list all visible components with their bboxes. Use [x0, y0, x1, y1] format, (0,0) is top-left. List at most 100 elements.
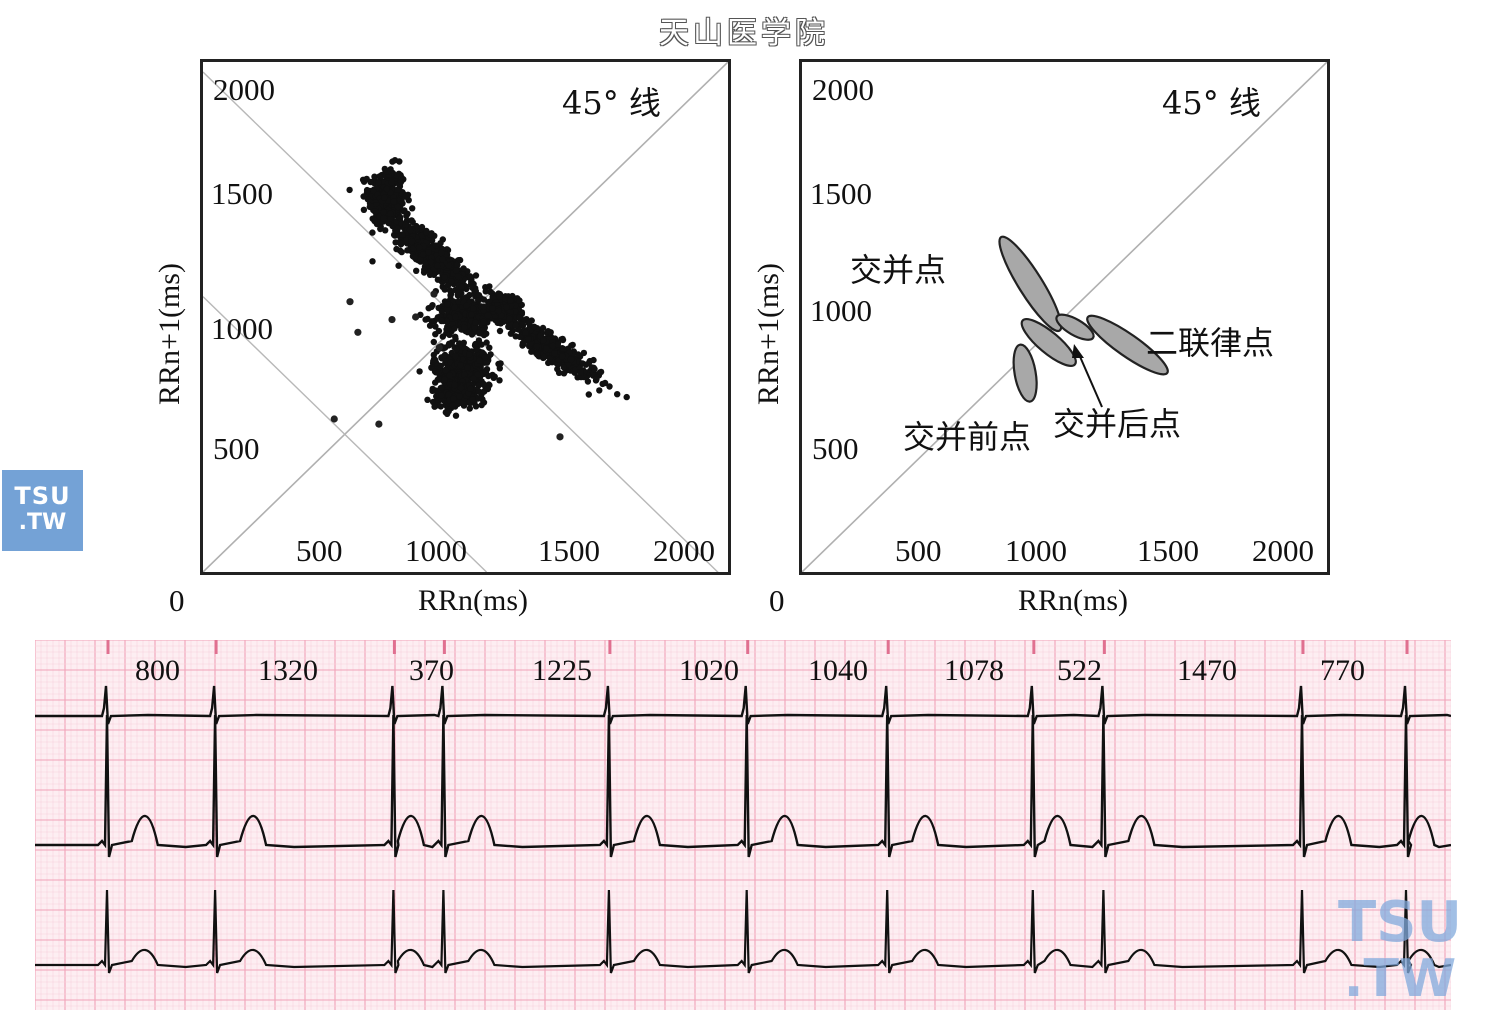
scatter-point: [388, 315, 396, 324]
scatter-point: [441, 376, 448, 384]
scatter-point: [434, 276, 442, 283]
scatter-point: [481, 354, 489, 361]
scatter-point: [371, 173, 378, 180]
scatter-point: [442, 367, 449, 374]
scatter-point: [430, 290, 438, 298]
y-tick: 2000: [213, 72, 275, 107]
scatter-point: [445, 262, 453, 269]
scatter-point: [458, 283, 465, 290]
scatter-point: [507, 297, 514, 304]
scatter-point: [475, 292, 483, 299]
rr-interval-label: 1020: [679, 654, 739, 687]
scatter-point: [525, 319, 532, 326]
scatter-point: [411, 254, 419, 261]
scatter-point: [555, 369, 563, 376]
scatter-point: [478, 341, 485, 348]
scatter-point: [383, 167, 390, 175]
scatter-point: [516, 333, 524, 340]
scatter-point: [512, 322, 520, 329]
scatter-point: [496, 377, 503, 384]
scatter-point: [601, 379, 609, 387]
scatter-point: [516, 297, 523, 304]
scatter-point: [506, 315, 513, 323]
scatter-point: [452, 333, 459, 340]
scatter-point: [446, 372, 453, 379]
scatter-point: [531, 323, 538, 330]
scatter-point: [516, 314, 523, 321]
scatter-point: [438, 249, 445, 257]
scatter-point: [426, 322, 434, 329]
scatter-point: [470, 375, 477, 382]
y-tick: 500: [213, 431, 260, 466]
scatter-point: [575, 351, 582, 358]
scatter-plot-frame: [200, 59, 731, 575]
scatter-point: [394, 186, 401, 193]
scatter-point: [371, 208, 379, 215]
scatter-point: [452, 313, 459, 321]
scatter-point: [431, 403, 438, 410]
scatter-point: [435, 369, 442, 377]
scatter-point: [454, 273, 462, 280]
scatter-point: [560, 364, 567, 371]
scatter-point: [466, 405, 473, 412]
scatter-point: [454, 261, 461, 269]
scatter-point: [585, 391, 592, 398]
scatter-point: [466, 291, 473, 299]
scatter-point: [452, 267, 460, 274]
scatter-point: [428, 303, 435, 311]
scatter-point: [447, 292, 454, 299]
scatter-point: [456, 256, 464, 264]
scatter-point: [474, 371, 481, 378]
y-axis-label: RRn+1(ms): [752, 263, 785, 405]
scatter-point: [556, 433, 564, 441]
ecg-lead-trace: [35, 714, 1451, 858]
scatter-point: [544, 328, 552, 335]
ecg-strip: 800 1320 370 1225 1020 1040 1078 522 147…: [35, 640, 1451, 1010]
scatter-point: [466, 273, 474, 280]
scatter-point: [475, 382, 482, 389]
scatter-point: [363, 175, 370, 183]
scatter-point: [503, 303, 510, 311]
scatter-point: [360, 193, 367, 200]
zone-region: [1012, 343, 1038, 403]
header-title: 天山医学院: [659, 16, 829, 51]
scatter-point: [482, 368, 490, 375]
annotation-junctional-point: 交并点: [850, 251, 947, 289]
scatter-point: [393, 172, 400, 179]
scatter-point: [606, 383, 613, 390]
scatter-point: [369, 229, 376, 236]
scatter-point: [437, 362, 444, 370]
scatter-point: [495, 307, 502, 315]
diagonal-label: 45° 线: [562, 84, 661, 122]
scatter-point: [371, 217, 378, 225]
scatter-point: [438, 317, 445, 325]
zone-region: [998, 235, 1063, 333]
x-axis-label: RRn(ms): [418, 584, 529, 617]
rr-interval-label: 770: [1320, 654, 1365, 687]
scatter-point: [472, 403, 480, 410]
y-tick: 500: [812, 431, 859, 466]
scatter-point: [435, 327, 443, 335]
scatter-point: [480, 318, 487, 326]
scatter-point: [432, 323, 439, 330]
rr-interval-label: 800: [135, 654, 180, 687]
scatter-point: [472, 319, 479, 326]
scatter-point: [399, 231, 406, 238]
scatter-point: [422, 316, 429, 323]
scatter-point: [579, 360, 586, 367]
scatter-point: [367, 202, 374, 210]
scatter-point: [469, 396, 476, 403]
scatter-point: [438, 384, 446, 391]
scatter-point: [438, 308, 446, 315]
scatter-point: [444, 301, 451, 308]
scatter-point: [559, 353, 566, 360]
scatter-point: [396, 214, 404, 222]
y-tick: 1000: [211, 311, 273, 346]
x-tick: 1500: [1137, 533, 1199, 568]
site-logo[interactable]: TSU .TW: [2, 470, 83, 551]
annotation-bigeminy-point: 二联律点: [1146, 324, 1275, 362]
scatter-point: [441, 351, 449, 359]
scatter-point: [470, 305, 477, 312]
scatter-point: [445, 391, 452, 398]
scatter-point: [568, 342, 575, 349]
